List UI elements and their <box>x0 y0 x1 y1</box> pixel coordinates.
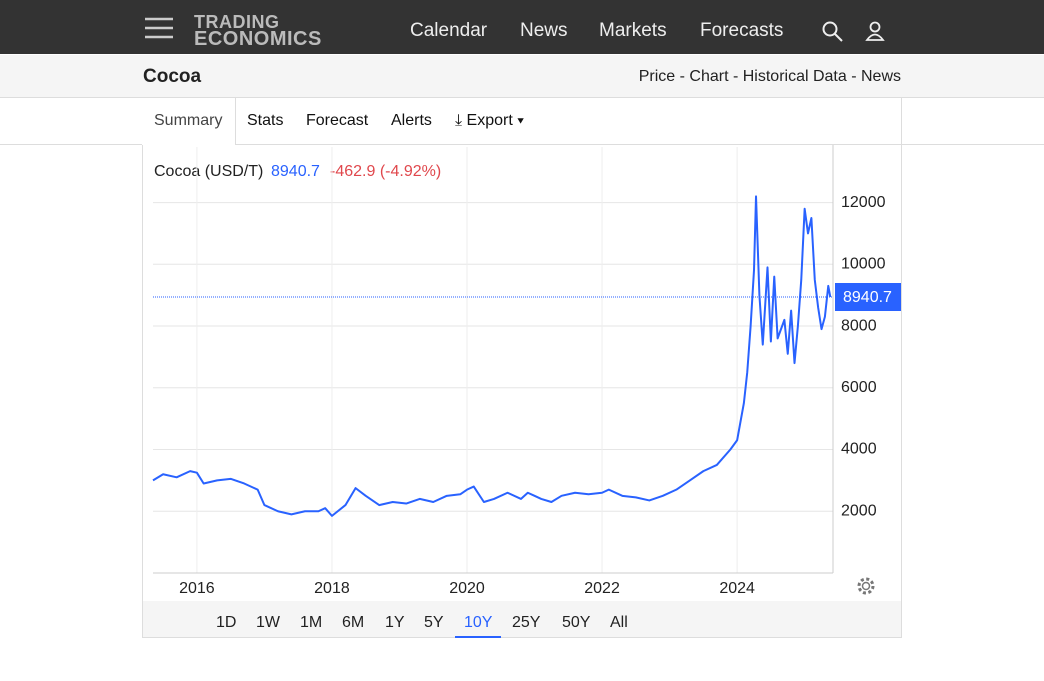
x-tick-label: 2016 <box>179 580 215 597</box>
current-value: 8940.7 <box>271 163 320 180</box>
range-button[interactable]: All <box>610 614 628 631</box>
tab: Export <box>466 112 513 129</box>
range-button[interactable]: 1M <box>300 614 323 631</box>
tab[interactable]: Stats <box>247 112 284 129</box>
page-link[interactable]: Chart <box>689 68 729 85</box>
nav-link[interactable]: Calendar <box>410 20 488 41</box>
page-link[interactable]: News <box>860 68 901 85</box>
menu-icon[interactable] <box>145 17 173 39</box>
y-tick-label: 6000 <box>841 379 877 396</box>
range-bar: 1D 1W 1M 6M 1Y 5Y 10Y 25Y 50Y All <box>143 601 901 638</box>
tab[interactable]: Summary <box>154 112 223 129</box>
range-button[interactable]: 1Y <box>385 614 405 631</box>
chart-panel <box>142 98 902 638</box>
range-button[interactable]: 5Y <box>424 614 444 631</box>
y-tick-label: 10000 <box>841 256 886 273</box>
tab[interactable]: Forecast <box>306 112 369 129</box>
series-name: Cocoa (USD/T) <box>154 163 263 180</box>
y-tick-label: 8000 <box>841 317 877 334</box>
user-icon[interactable] <box>865 21 885 41</box>
y-tick-label: 2000 <box>841 502 877 519</box>
sub-header: Cocoa Price - Chart - Historical Data - … <box>0 55 1044 98</box>
price-tag <box>835 283 901 312</box>
range-button[interactable]: 25Y <box>512 614 541 631</box>
x-tick-label: 2024 <box>719 580 755 597</box>
tab-bar <box>0 98 1044 145</box>
top-bar: TRADING ECONOMICS Calendar News Markets F… <box>0 0 1044 54</box>
nav-link[interactable]: News <box>520 20 568 41</box>
search-icon[interactable] <box>822 21 844 43</box>
y-tick-label: 4000 <box>841 441 877 458</box>
nav-link[interactable]: Forecasts <box>700 20 784 41</box>
change-label: -462.9 (-4.92%) <box>330 163 441 180</box>
range-button[interactable]: 10Y <box>455 614 502 638</box>
logo[interactable]: TRADING ECONOMICS <box>194 12 322 50</box>
x-tick-label: 2018 <box>314 580 350 597</box>
nav-link[interactable]: Markets <box>599 20 667 41</box>
page-link[interactable]: Historical Data <box>742 68 847 85</box>
tab[interactable]: Alerts <box>391 112 432 129</box>
settings-icon[interactable] <box>857 577 875 595</box>
chart: Cocoa (USD/T) 8940.7 -462.9 (-4.92%) 200… <box>152 145 901 597</box>
page-links: Price - Chart - Historical Data - News <box>638 68 901 85</box>
y-tick-label: 12000 <box>841 194 886 211</box>
x-tick-label: 2022 <box>584 580 620 597</box>
x-tick-label: 2020 <box>449 580 485 597</box>
range-button[interactable]: 50Y <box>562 614 591 631</box>
range-button[interactable]: 1W <box>256 614 280 631</box>
page-title: Cocoa <box>143 66 202 87</box>
price-tag-label: 8940.7 <box>843 289 892 306</box>
range-button[interactable]: 1D <box>216 614 237 631</box>
logo-line: ECONOMICS <box>194 28 322 50</box>
export-tab[interactable]: ⤓ Export ▾ <box>455 112 524 129</box>
logo-line: TRADING <box>194 12 280 32</box>
active-tab <box>142 98 236 145</box>
range-button[interactable]: 6M <box>342 614 365 631</box>
page-link[interactable]: Price <box>638 68 676 85</box>
line <box>152 195 832 517</box>
